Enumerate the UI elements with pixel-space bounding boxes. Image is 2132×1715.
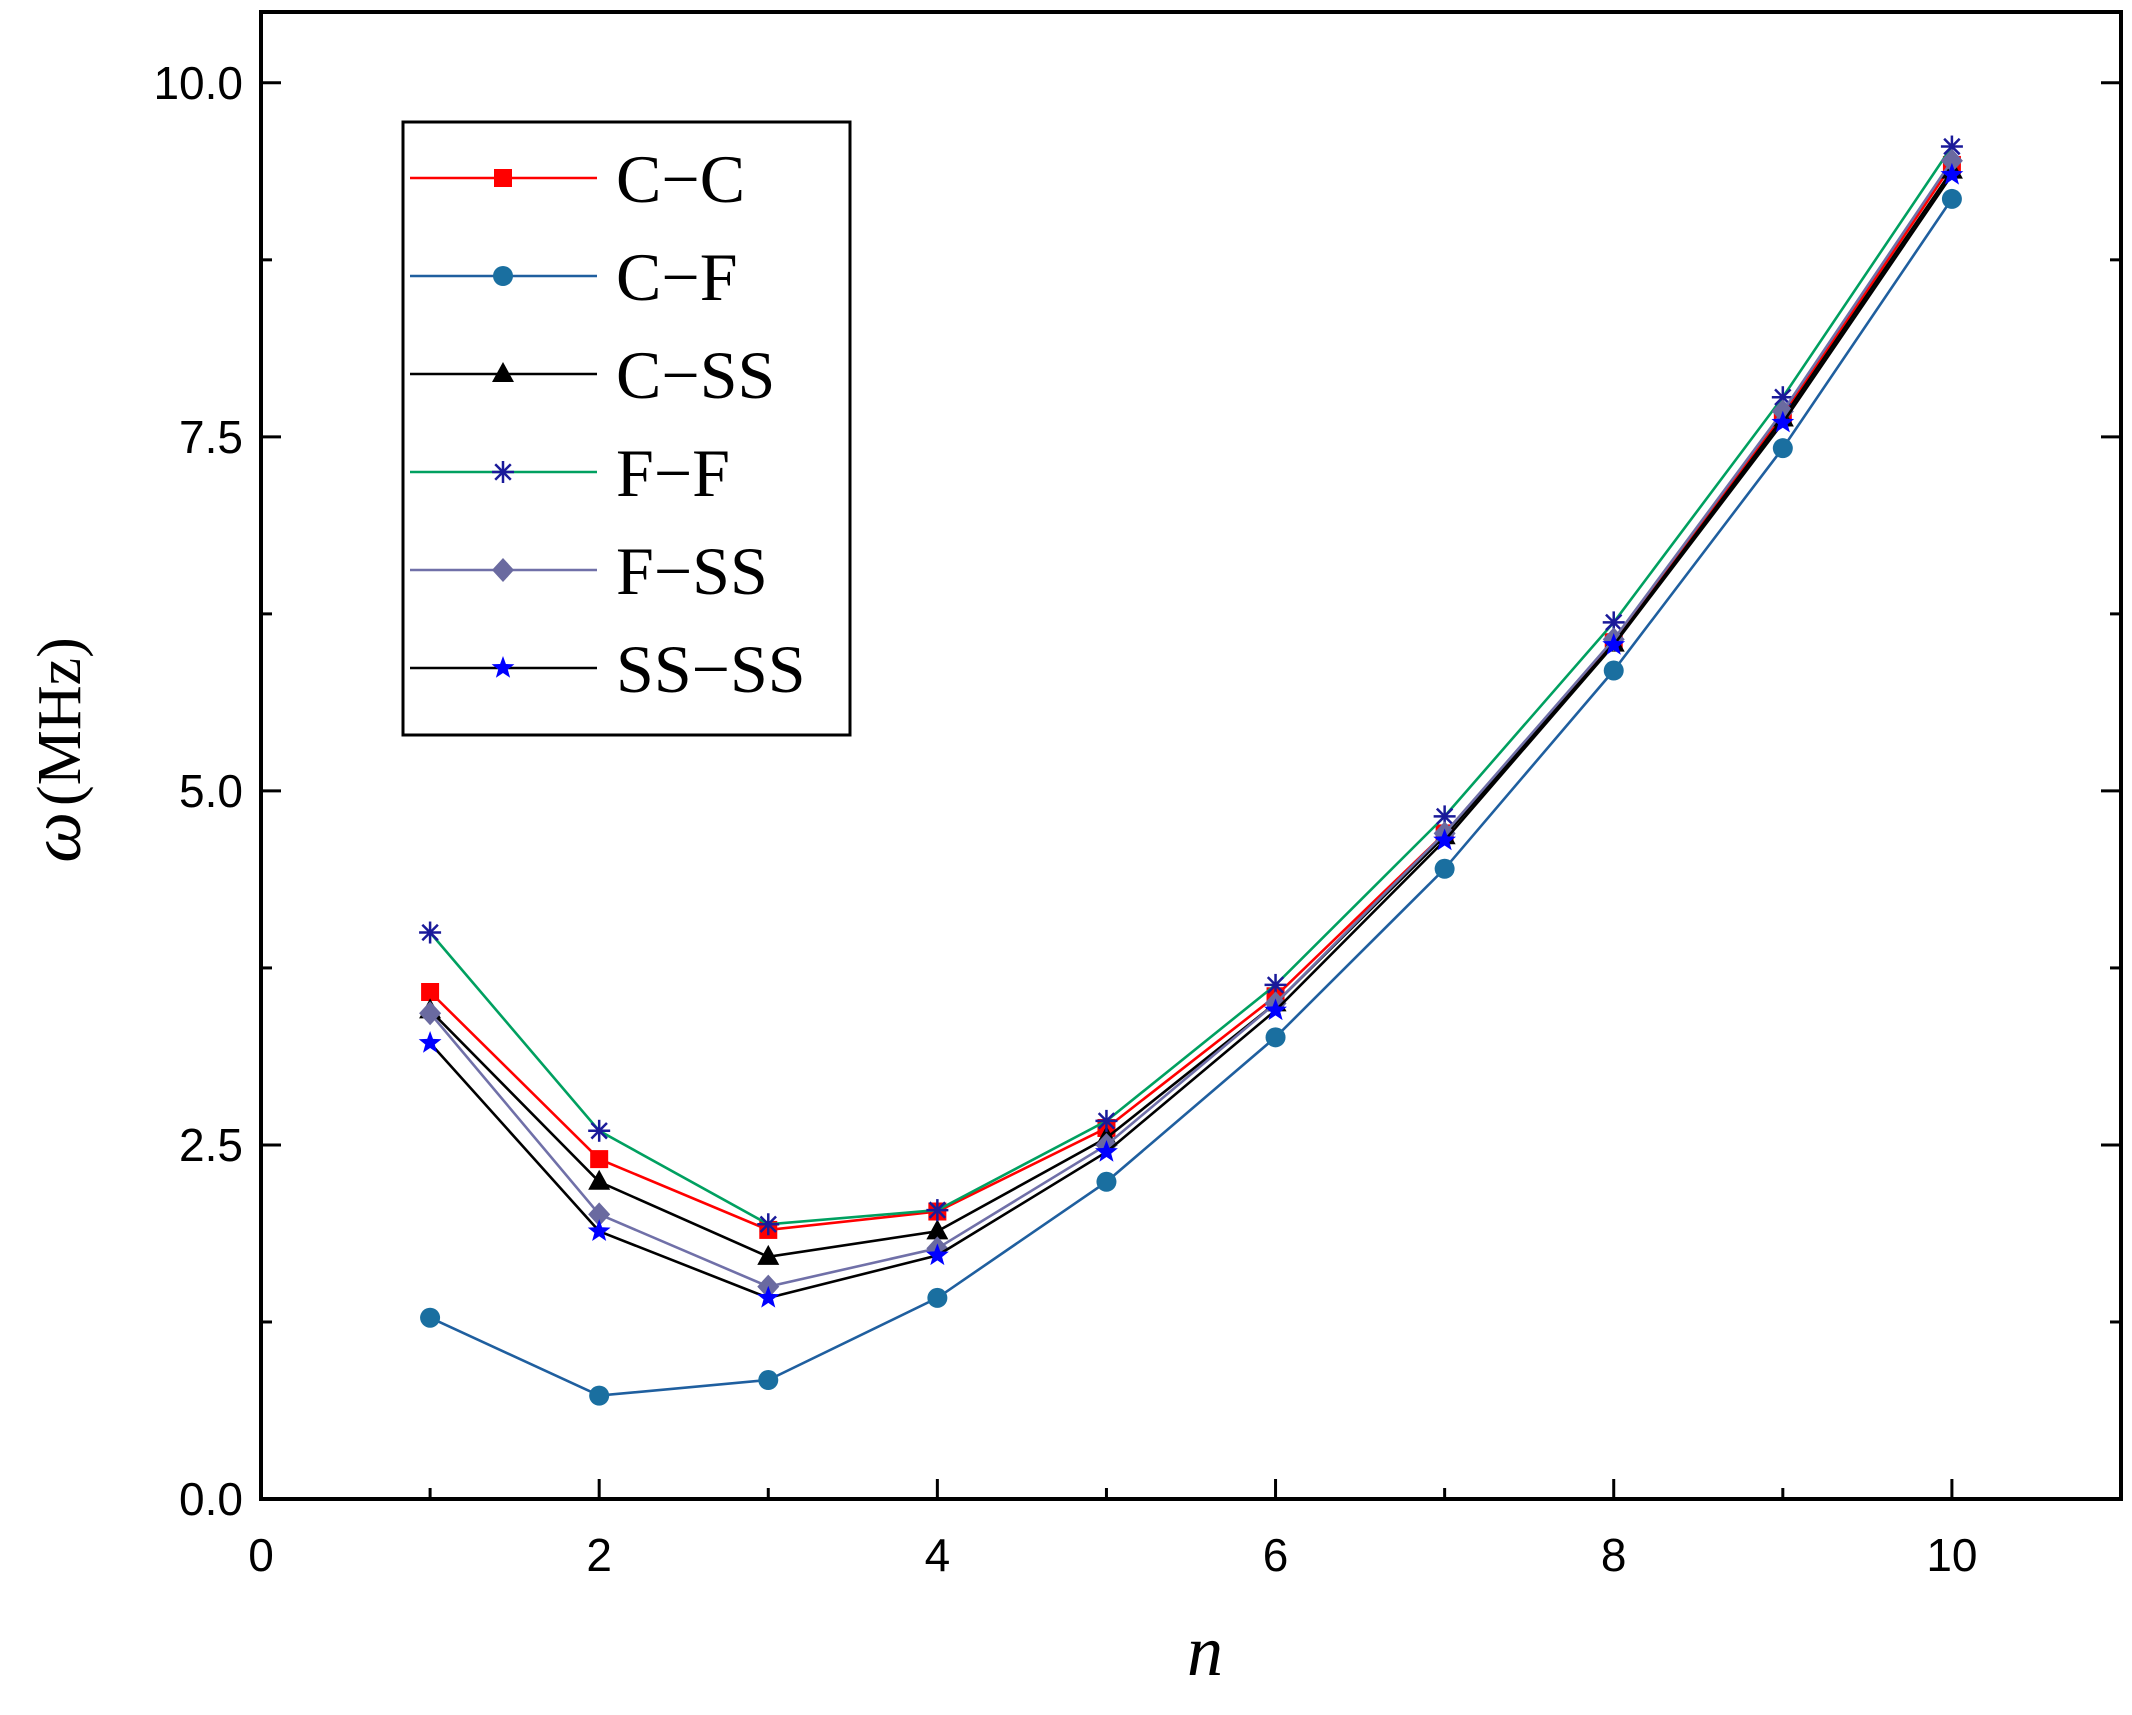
data-point-stroke [1435,807,1454,826]
data-point-stroke [1097,1112,1116,1130]
legend-marker [492,461,514,483]
series-line [429,169,1953,1259]
legend-label: C−SS [616,337,775,413]
legend-marker [492,558,514,582]
x-axis-label: n [1187,1611,1223,1691]
data-point [1434,858,1455,879]
y-tick-label: 10.0 [153,57,243,109]
y-tick-label: 7.5 [179,411,243,463]
legend-marker-stroke [494,463,512,481]
data-point [420,1307,441,1328]
data-point [1940,162,1964,185]
data-point [1095,1140,1118,1162]
data-point [1940,148,1963,173]
data-point [418,1031,442,1053]
x-tick-label: 0 [248,1529,274,1581]
data-point [758,1370,779,1391]
x-tick-label: 10 [1926,1529,1977,1581]
legend-marker [493,266,513,286]
legend-label: F−F [616,435,730,511]
data-point [1602,633,1626,655]
data-point [756,1285,780,1308]
legend-marker [494,169,512,187]
data-point [1771,410,1795,433]
data-point [587,1219,611,1241]
data-point [588,1202,611,1227]
data-point-stroke [1605,613,1623,632]
data-point-stroke [421,923,439,942]
legend-label: SS−SS [616,631,806,707]
series-line [429,145,1953,1226]
y-axis-title: ω (MHz) [16,637,96,863]
data-point [927,1287,948,1308]
data-point-stroke [1774,388,1792,406]
legend-label: C−C [616,141,745,217]
x-tick-label: 4 [925,1529,951,1581]
y-tick-label: 0.0 [179,1473,243,1525]
y-axis-label: ω [16,812,96,863]
plot-frame [259,10,2123,1501]
data-point [1941,188,1962,209]
data-point [1772,438,1793,459]
data-point [1265,1027,1286,1048]
series-line [429,198,1953,1397]
y-tick-label: 2.5 [179,1119,243,1171]
legend-label: C−F [616,239,738,315]
data-point [757,1244,780,1265]
data-point-stroke [1943,137,1961,156]
data-point [1096,1171,1117,1192]
series-5 [418,162,1964,1308]
data-point [1264,998,1287,1021]
data-point [757,1213,780,1236]
data-point [588,1169,611,1190]
data-point [926,1199,949,1222]
data-point [1603,660,1624,681]
data-point [1095,1109,1118,1132]
y-tick-label: 5.0 [179,765,243,817]
legend-marker [492,362,514,382]
data-point-stroke [928,1201,947,1219]
series-line [429,159,1953,1288]
legend: C−C C−F C−SS F−F F−SS SS−SS [401,120,852,737]
svg-text:ω(MHz): ω (MHz) [16,637,96,863]
data-point [1771,386,1794,409]
data-point [926,1219,949,1240]
x-tick-label: 6 [1263,1529,1289,1581]
axis-ticks: 0 2 4 6 8 10 0.0 2.5 5.0 7.5 10.0 [153,57,2123,1581]
data-point-stroke [1266,976,1285,994]
legend-label: F−SS [616,533,768,609]
series-3 [419,135,1963,1236]
data-point [588,1119,611,1142]
data-point [590,1150,609,1169]
data-point-stroke [590,1122,608,1140]
data-point [926,1243,949,1266]
legend-marker [491,656,515,678]
data-point [419,1001,442,1026]
y-axis-unit: (MHz) [26,637,94,806]
x-tick-label: 2 [586,1529,612,1581]
data-point [419,921,442,944]
data-point [421,983,440,1002]
data-point-stroke [759,1215,777,1233]
data-point [589,1385,610,1406]
series-line [429,174,1953,1300]
series-layer [418,135,1964,1406]
x-tick-label: 8 [1601,1529,1627,1581]
data-point [1433,828,1456,851]
series-1 [420,188,1962,1406]
legend-box [401,120,852,737]
